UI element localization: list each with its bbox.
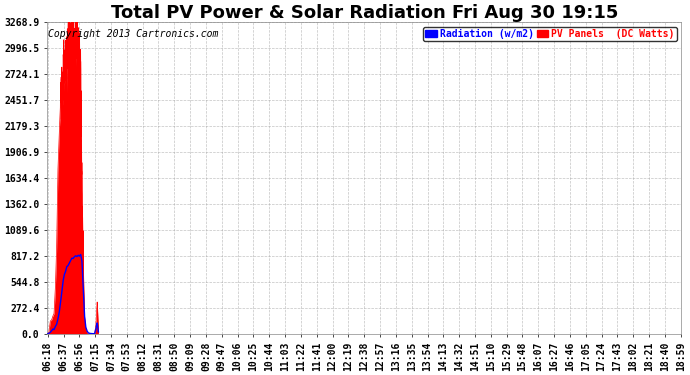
Text: Copyright 2013 Cartronics.com: Copyright 2013 Cartronics.com: [48, 28, 218, 39]
Title: Total PV Power & Solar Radiation Fri Aug 30 19:15: Total PV Power & Solar Radiation Fri Aug…: [110, 4, 618, 22]
Legend: Radiation (w/m2), PV Panels  (DC Watts): Radiation (w/m2), PV Panels (DC Watts): [423, 27, 676, 41]
